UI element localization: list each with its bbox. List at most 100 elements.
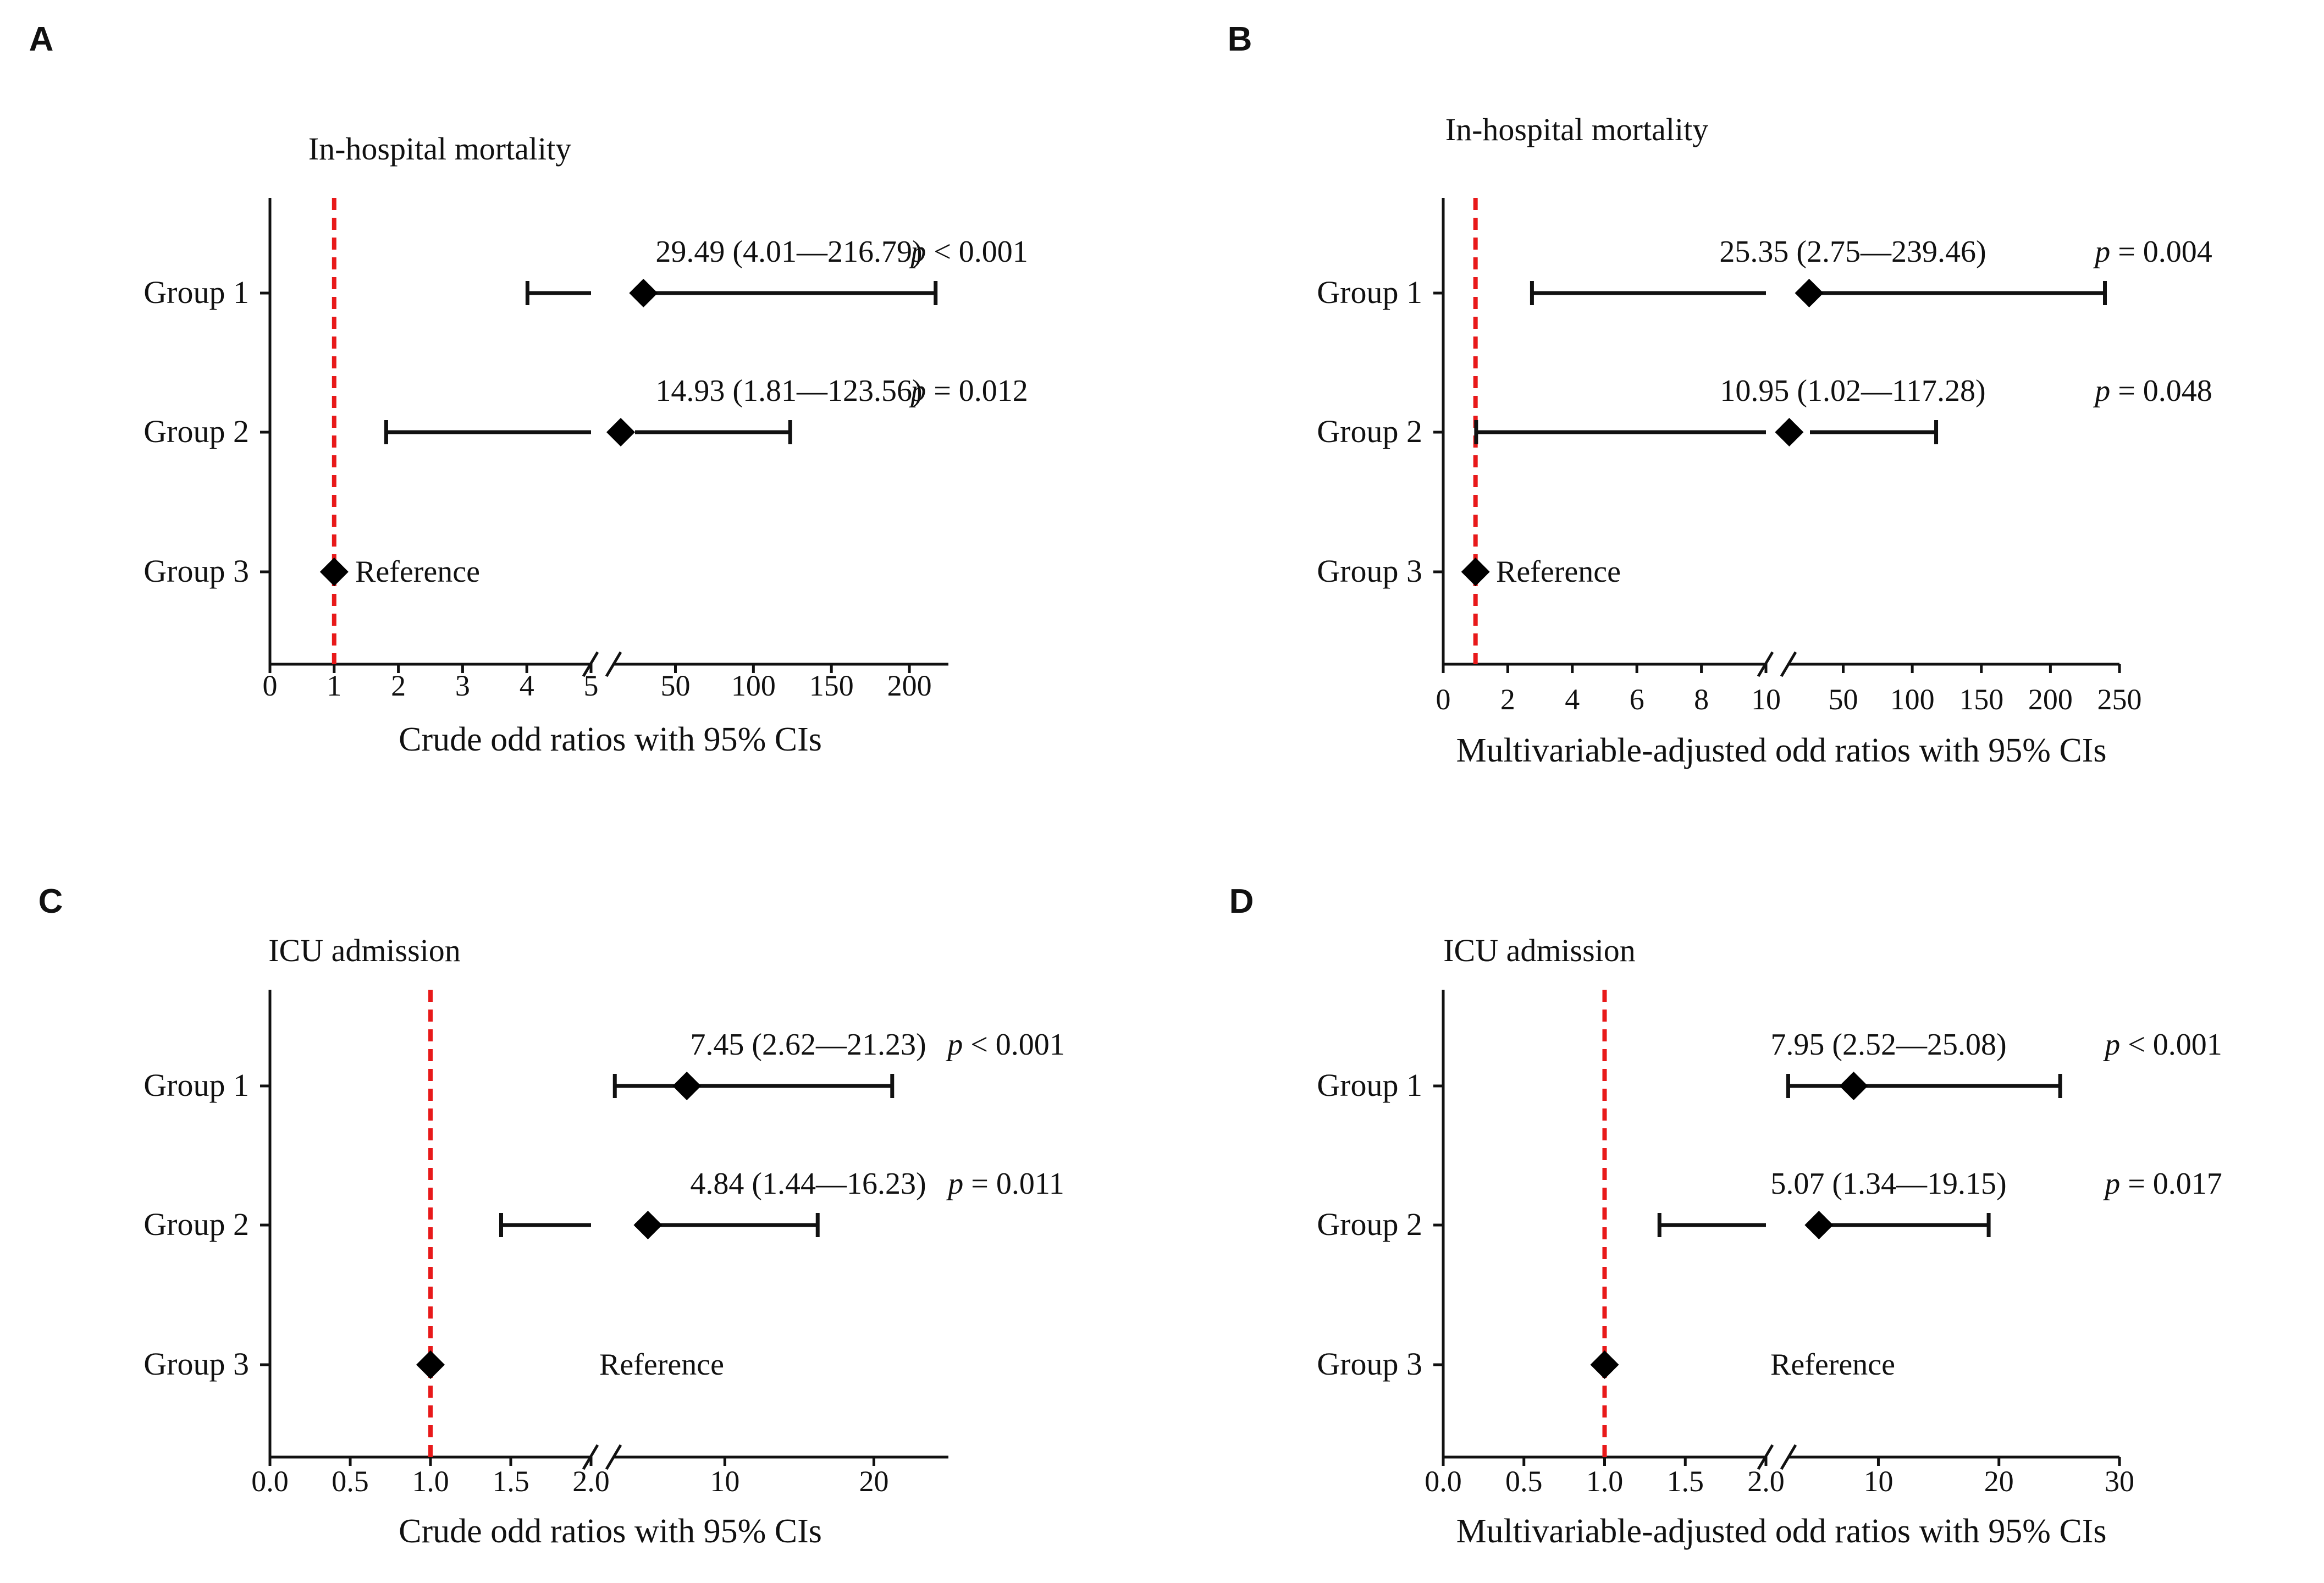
axis-break-mark [1780,1444,1797,1470]
reference-label: Reference [1496,555,1621,589]
x-tick-label: 1.5 [1667,1465,1704,1498]
p-value-label: p < 0.001 [945,1028,1065,1062]
x-axis-label: Multivariable-adjusted odd ratios with 9… [1456,732,2107,769]
x-tick-label: 100 [731,669,776,702]
y-tick-label: Group 1 [1317,274,1422,310]
x-tick-label: 150 [1959,683,2003,716]
odds-ratio-marker [1795,279,1824,307]
x-tick-label: 1 [327,669,341,702]
x-tick-label: 2.0 [572,1465,610,1498]
panel-letter: C [38,882,63,920]
estimate-label: 10.95 (1.02—117.28) [1720,374,1985,408]
x-tick-label: 10 [1751,683,1781,716]
reference-label: Reference [1770,1348,1895,1382]
estimate-label: 4.84 (1.44—16.23) [690,1167,926,1201]
axis-break-mark [1780,651,1797,677]
p-symbol: p [946,1167,963,1201]
p-symbol: p [908,374,926,408]
y-tick-label: Group 2 [143,413,249,449]
estimate-label: 14.93 (1.81—123.56) [655,374,922,408]
p-symbol: p [2102,1028,2120,1062]
y-tick-label: Group 2 [1317,413,1422,449]
x-tick-label: 100 [1890,683,1935,716]
estimate-label: 5.07 (1.34—19.15) [1770,1167,2006,1201]
p-value: < 0.001 [963,1028,1065,1062]
y-tick-label: Group 3 [1317,553,1422,589]
x-tick-label: 250 [2097,683,2142,716]
odds-ratio-marker [1804,1211,1834,1239]
axis-break-mark [605,651,622,677]
y-tick-label: Group 1 [1317,1067,1422,1103]
panel-letter: B [1228,20,1252,58]
x-tick-label: 2.0 [1747,1465,1785,1498]
x-tick-label: 4 [1565,683,1580,716]
y-tick-label: Group 3 [143,553,249,589]
p-value: < 0.001 [926,235,1028,269]
p-value: = 0.011 [963,1167,1064,1201]
p-value-label: p = 0.004 [2093,235,2212,269]
p-symbol: p [2093,235,2110,269]
x-axis-label: Crude odd ratios with 95% CIs [399,721,822,758]
x-axis-label: Crude odd ratios with 95% CIs [399,1513,822,1550]
p-value: = 0.048 [2110,374,2212,408]
p-symbol: p [2102,1167,2120,1201]
odds-ratio-marker [1839,1072,1868,1100]
p-value-label: p < 0.001 [2102,1028,2222,1062]
y-tick-label: Group 2 [143,1206,249,1242]
panel-title: In-hospital mortality [308,131,571,167]
panel-a: A In-hospital mortality 0 1 2 3 4 5 50 100 150 200 C… [29,20,1028,758]
estimate-label: 7.45 (2.62—21.23) [690,1028,926,1062]
x-tick-label: 30 [2105,1465,2134,1498]
x-tick-label: 0.5 [1505,1465,1543,1498]
y-tick-label: Group 1 [143,1067,249,1103]
odds-ratio-marker [672,1072,702,1100]
p-value-label: p = 0.011 [946,1167,1064,1201]
x-tick-label: 0 [263,669,278,702]
y-tick-label: Group 3 [143,1346,249,1382]
x-tick-label: 2 [391,669,406,702]
panel-letter: A [29,20,54,58]
p-value-label: p = 0.017 [2102,1167,2222,1201]
panel-c: C ICU admission 0.0 0.5 1.0 1.5 2.0 10 20 Crude o… [38,882,1065,1550]
p-value-label: p = 0.048 [2093,374,2212,408]
p-symbol: p [945,1028,963,1062]
x-tick-label: 20 [859,1465,888,1498]
p-value: = 0.017 [2120,1167,2222,1201]
p-value: < 0.001 [2120,1028,2222,1062]
reference-marker [1590,1350,1619,1379]
panel-b: B In-hospital mortality 0 2 4 6 8 10 50 100 150 200… [1228,20,2212,769]
y-tick-label: Group 3 [1317,1346,1422,1382]
x-tick-label: 3 [455,669,470,702]
panel-title: ICU admission [1443,933,1636,968]
x-tick-label: 0 [1436,683,1451,716]
odds-ratio-marker [633,1211,663,1239]
x-tick-label: 0.0 [1425,1465,1462,1498]
x-tick-label: 4 [520,669,534,702]
x-tick-label: 10 [710,1465,739,1498]
panel-letter: D [1229,882,1254,920]
reference-marker [416,1350,445,1379]
panel-title: ICU admission [268,933,461,968]
odds-ratio-marker [629,279,658,307]
estimate-label: 29.49 (4.01—216.79) [655,235,922,269]
x-tick-label: 200 [887,669,932,702]
estimate-label: 25.35 (2.75—239.46) [1719,235,1986,269]
reference-label: Reference [599,1348,724,1382]
x-tick-label: 2 [1500,683,1515,716]
x-tick-label: 6 [1630,683,1644,716]
x-tick-label: 5 [584,669,599,702]
p-value-label: p = 0.012 [908,374,1028,408]
x-tick-label: 50 [1829,683,1858,716]
x-tick-label: 200 [2028,683,2073,716]
odds-ratio-marker [1775,418,1804,446]
p-symbol: p [2093,374,2110,408]
p-symbol: p [908,235,926,269]
x-tick-label: 50 [660,669,690,702]
odds-ratio-marker [606,418,635,446]
x-tick-label: 0.5 [332,1465,369,1498]
reference-label: Reference [355,555,480,589]
panel-title: In-hospital mortality [1445,112,1708,147]
reference-marker [319,558,349,586]
reference-marker [1461,558,1490,586]
